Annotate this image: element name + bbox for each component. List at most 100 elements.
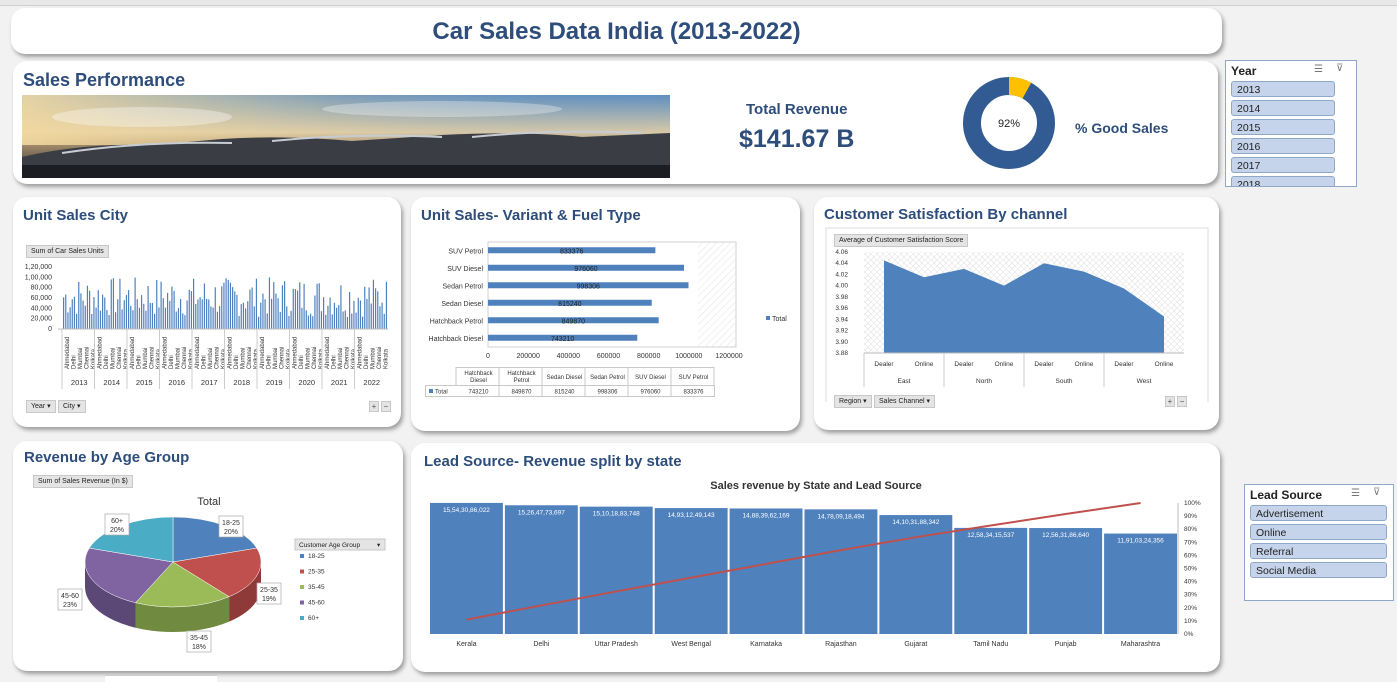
lead-slicer-item-online[interactable]: Online (1250, 524, 1387, 540)
lead-slicer-item-referral[interactable]: Referral (1250, 543, 1387, 559)
pie-label-box (104, 513, 130, 536)
city-unit-bar (63, 297, 65, 329)
table-value: 833376 (683, 390, 704, 396)
city-axis-label: Mumbai (176, 348, 182, 369)
state-axis-label: Delhi (533, 641, 549, 648)
x-tick-label: 400000 (557, 353, 580, 360)
city-filter-button[interactable]: City ▾ (58, 400, 86, 413)
clear-filter-icon[interactable]: ⊽ (1336, 63, 1344, 74)
city-axis-label: Ahmedabad (65, 337, 71, 369)
state-axis-label: West Bengal (671, 641, 711, 648)
year-slicer-item-2014[interactable]: 2014 (1231, 100, 1335, 116)
city-unit-bar (294, 289, 297, 329)
city-unit-bar (73, 296, 76, 329)
city-unit-bar (253, 306, 255, 329)
city-unit-bar (288, 316, 290, 329)
state-revenue-label: 14,10,31,88,342 (892, 519, 939, 526)
unit-sales-city-chart: 1,20,000 1,00,000 80,000 60,000 40,000 20,000… (25, 264, 390, 389)
lead-source-title: Lead Source- Revenue split by state (424, 453, 682, 470)
clear-filter-icon[interactable]: ⊽ (1373, 487, 1381, 498)
pie-percent-label: 18% (192, 644, 206, 651)
city-axis-label: Ahmedabad (358, 337, 364, 369)
city-unit-bar (69, 307, 71, 329)
city-unit-bar (331, 314, 333, 329)
y-tick-label: 0 (48, 326, 52, 333)
city-unit-bar (93, 297, 95, 329)
city-axis-label: Mumbai (273, 348, 279, 369)
age-group-pie-chart: Total 18-25 20% 25-35 19% 35-45 18% 45-60 23% 60+… (57, 496, 386, 653)
variant-bar (488, 334, 638, 341)
good-sales-donut: 92% (963, 77, 1055, 169)
year-slicer-item-2016[interactable]: 2016 (1231, 138, 1335, 154)
legend-swatch (766, 316, 770, 320)
year-slicer: Year ☰ ⊽ 2013 2014 2015 2016 2017 2018 (1225, 60, 1357, 187)
city-axis-label: Mumbai (78, 348, 84, 369)
state-axis-label: Punjab (1055, 641, 1077, 648)
collapse-button[interactable]: − (381, 401, 391, 412)
city-unit-bar (106, 309, 108, 329)
city-axis-label: Ahmedabad (195, 337, 201, 369)
year-filter-button[interactable]: Year ▾ (26, 400, 56, 413)
city-unit-bar (329, 297, 331, 329)
city-unit-bar (141, 295, 143, 329)
multi-select-icon[interactable]: ☰ (1314, 64, 1323, 75)
lead-slicer-item-social-media[interactable]: Social Media (1250, 562, 1387, 578)
city-unit-bar (232, 287, 234, 329)
city-axis-label: Delhi (72, 355, 78, 369)
multi-select-icon[interactable]: ☰ (1351, 488, 1360, 499)
city-unit-bar (160, 281, 162, 329)
city-unit-bar (385, 281, 388, 329)
customer-satisfaction-card: Customer Satisfaction By channel 4.06 4.0… (814, 197, 1219, 430)
city-axis-label: Mumbai (371, 348, 377, 369)
variant-category-label: Sedan Diesel (441, 301, 483, 308)
city-unit-bar (292, 288, 294, 329)
city-unit-bar (271, 298, 273, 329)
state-axis-label: Gujarat (904, 641, 927, 648)
legend-dropdown-icon: ▾ (377, 542, 381, 549)
variant-category-label: SUV Petrol (448, 248, 483, 255)
city-unit-bar (86, 285, 89, 329)
field-button-satisfaction[interactable]: Average of Customer Satisfaction Score (834, 234, 969, 247)
city-unit-bar (247, 301, 249, 329)
year-slicer-item-2017[interactable]: 2017 (1231, 157, 1335, 173)
city-unit-bar (102, 294, 104, 329)
expand-button[interactable]: + (369, 401, 379, 412)
variant-bar (488, 264, 685, 271)
legend-label: 60+ (308, 615, 319, 622)
state-axis-label: Rajasthan (825, 641, 857, 648)
field-button-revenue[interactable]: Sum of Sales Revenue (In $) (33, 475, 133, 488)
city-unit-bar (316, 283, 318, 329)
city-unit-bar (299, 282, 301, 329)
lead-slicer-item-advertisement[interactable]: Advertisement (1250, 505, 1387, 521)
city-unit-bar (134, 277, 136, 329)
x-tick-label: 1200000 (715, 353, 742, 360)
legend-field-label: Customer Age Group (299, 542, 360, 549)
year-slicer-item-2013[interactable]: 2013 (1231, 81, 1335, 97)
state-revenue-bar (430, 502, 503, 634)
lead-chart-title: Sales revenue by State and Lead Source (710, 480, 922, 492)
sheet-tab[interactable] (105, 675, 217, 682)
pie-label-box (186, 630, 212, 653)
table-value: 815240 (554, 390, 575, 396)
city-axis-label: Delhi (202, 355, 208, 369)
field-button-units[interactable]: Sum of Car Sales Units (26, 245, 109, 258)
y-tick-label: 1,20,000 (25, 264, 52, 271)
city-unit-bar (245, 308, 247, 329)
x-tick-label: 1000000 (675, 353, 702, 360)
city-unit-bar (307, 315, 310, 329)
year-slicer-item-2018[interactable]: 2018 (1231, 176, 1335, 186)
pie-label-box (218, 515, 244, 538)
year-axis-label: 2017 (201, 378, 218, 387)
city-unit-bar (151, 302, 154, 329)
year-slicer-item-2015[interactable]: 2015 (1231, 119, 1335, 135)
channel-filter-button[interactable]: Sales Channel ▾ (874, 395, 935, 408)
donut-center-label: 92% (998, 118, 1020, 130)
collapse-button[interactable]: − (1177, 396, 1187, 407)
city-unit-bar (277, 298, 279, 329)
city-unit-bar (310, 313, 312, 329)
expand-button[interactable]: + (1165, 396, 1175, 407)
variant-fuel-chart: SUV Petrol 833376 SUV Diesel 976060 Sedan Pe… (429, 241, 787, 360)
plot-hatch (698, 242, 736, 347)
region-filter-button[interactable]: Region ▾ (834, 395, 872, 408)
city-axis-label: Delhi (234, 355, 240, 369)
